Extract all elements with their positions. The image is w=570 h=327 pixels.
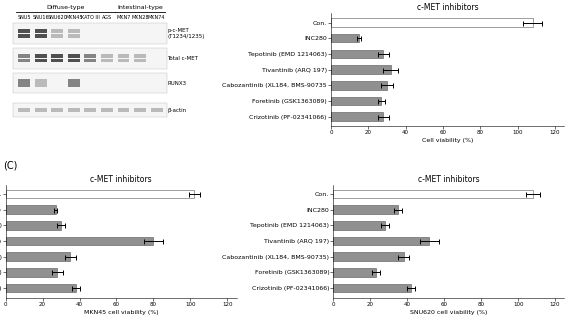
Bar — [6, 205, 55, 214]
Bar — [6, 237, 153, 246]
Bar — [333, 284, 411, 292]
Bar — [18, 83, 30, 87]
Bar — [18, 79, 30, 83]
Text: Total c-MET: Total c-MET — [168, 56, 198, 61]
X-axis label: Cell viability (%): Cell viability (%) — [422, 138, 473, 143]
Bar — [84, 54, 96, 58]
Bar — [331, 96, 381, 105]
Bar — [14, 23, 168, 44]
Bar — [101, 59, 113, 62]
Bar — [51, 29, 63, 33]
Bar — [6, 252, 70, 261]
Bar — [51, 59, 63, 62]
Bar — [117, 108, 129, 112]
Text: SNU620: SNU620 — [47, 15, 67, 20]
Title: c-MET inhibitors: c-MET inhibitors — [90, 175, 152, 184]
Bar — [101, 54, 113, 58]
Bar — [14, 103, 168, 117]
Bar — [6, 190, 194, 198]
Bar — [18, 54, 30, 58]
Bar — [51, 34, 63, 38]
Bar — [35, 29, 47, 33]
Text: MKN28: MKN28 — [131, 15, 149, 20]
Text: AGS: AGS — [102, 15, 112, 20]
Bar — [117, 54, 129, 58]
Bar — [68, 34, 80, 38]
X-axis label: MKN45 cell viability (%): MKN45 cell viability (%) — [84, 310, 158, 315]
Bar — [68, 54, 80, 58]
Bar — [333, 190, 533, 198]
Bar — [134, 108, 146, 112]
Bar — [150, 108, 162, 112]
Bar — [333, 252, 404, 261]
Title: c-MET inhibitors: c-MET inhibitors — [417, 3, 478, 12]
Bar — [333, 268, 376, 277]
Bar — [35, 83, 47, 87]
Bar — [35, 79, 47, 83]
Bar — [331, 50, 383, 58]
Bar — [14, 47, 168, 69]
Text: (C): (C) — [3, 160, 17, 170]
Bar — [68, 59, 80, 62]
Text: p-c-MET
(T1234/1235): p-c-MET (T1234/1235) — [168, 28, 205, 39]
Text: RUNX3: RUNX3 — [168, 80, 186, 86]
X-axis label: SNU620 cell viability (%): SNU620 cell viability (%) — [410, 310, 487, 315]
Bar — [134, 54, 146, 58]
Bar — [18, 34, 30, 38]
Bar — [35, 59, 47, 62]
Bar — [6, 284, 76, 292]
Bar — [333, 221, 385, 230]
Bar — [51, 108, 63, 112]
Text: Diffuse-type: Diffuse-type — [46, 5, 85, 10]
Bar — [35, 108, 47, 112]
Bar — [6, 221, 61, 230]
Text: SNU16: SNU16 — [32, 15, 49, 20]
Bar — [117, 59, 129, 62]
Bar — [35, 34, 47, 38]
Bar — [333, 205, 398, 214]
Text: SNU5: SNU5 — [18, 15, 31, 20]
Bar — [35, 54, 47, 58]
Bar — [84, 59, 96, 62]
Text: β-actin: β-actin — [168, 108, 186, 113]
Title: c-MET inhibitors: c-MET inhibitors — [418, 175, 480, 184]
Bar — [68, 108, 80, 112]
Bar — [68, 79, 80, 83]
Bar — [51, 54, 63, 58]
Bar — [14, 74, 168, 93]
Bar — [333, 237, 430, 246]
Bar — [101, 108, 113, 112]
Text: KATO III: KATO III — [81, 15, 100, 20]
Text: MKN45: MKN45 — [65, 15, 83, 20]
Bar — [331, 65, 390, 74]
Bar — [331, 81, 387, 90]
Text: MKN74: MKN74 — [148, 15, 165, 20]
Bar — [18, 59, 30, 62]
Bar — [18, 29, 30, 33]
Bar — [331, 34, 359, 43]
Bar — [331, 18, 532, 27]
Bar — [134, 59, 146, 62]
Bar — [18, 108, 30, 112]
Text: Intestinal-type: Intestinal-type — [117, 5, 163, 10]
Bar — [84, 108, 96, 112]
Bar — [68, 29, 80, 33]
Bar — [68, 83, 80, 87]
Bar — [331, 112, 383, 121]
Bar — [6, 268, 58, 277]
Text: MKN7: MKN7 — [116, 15, 131, 20]
